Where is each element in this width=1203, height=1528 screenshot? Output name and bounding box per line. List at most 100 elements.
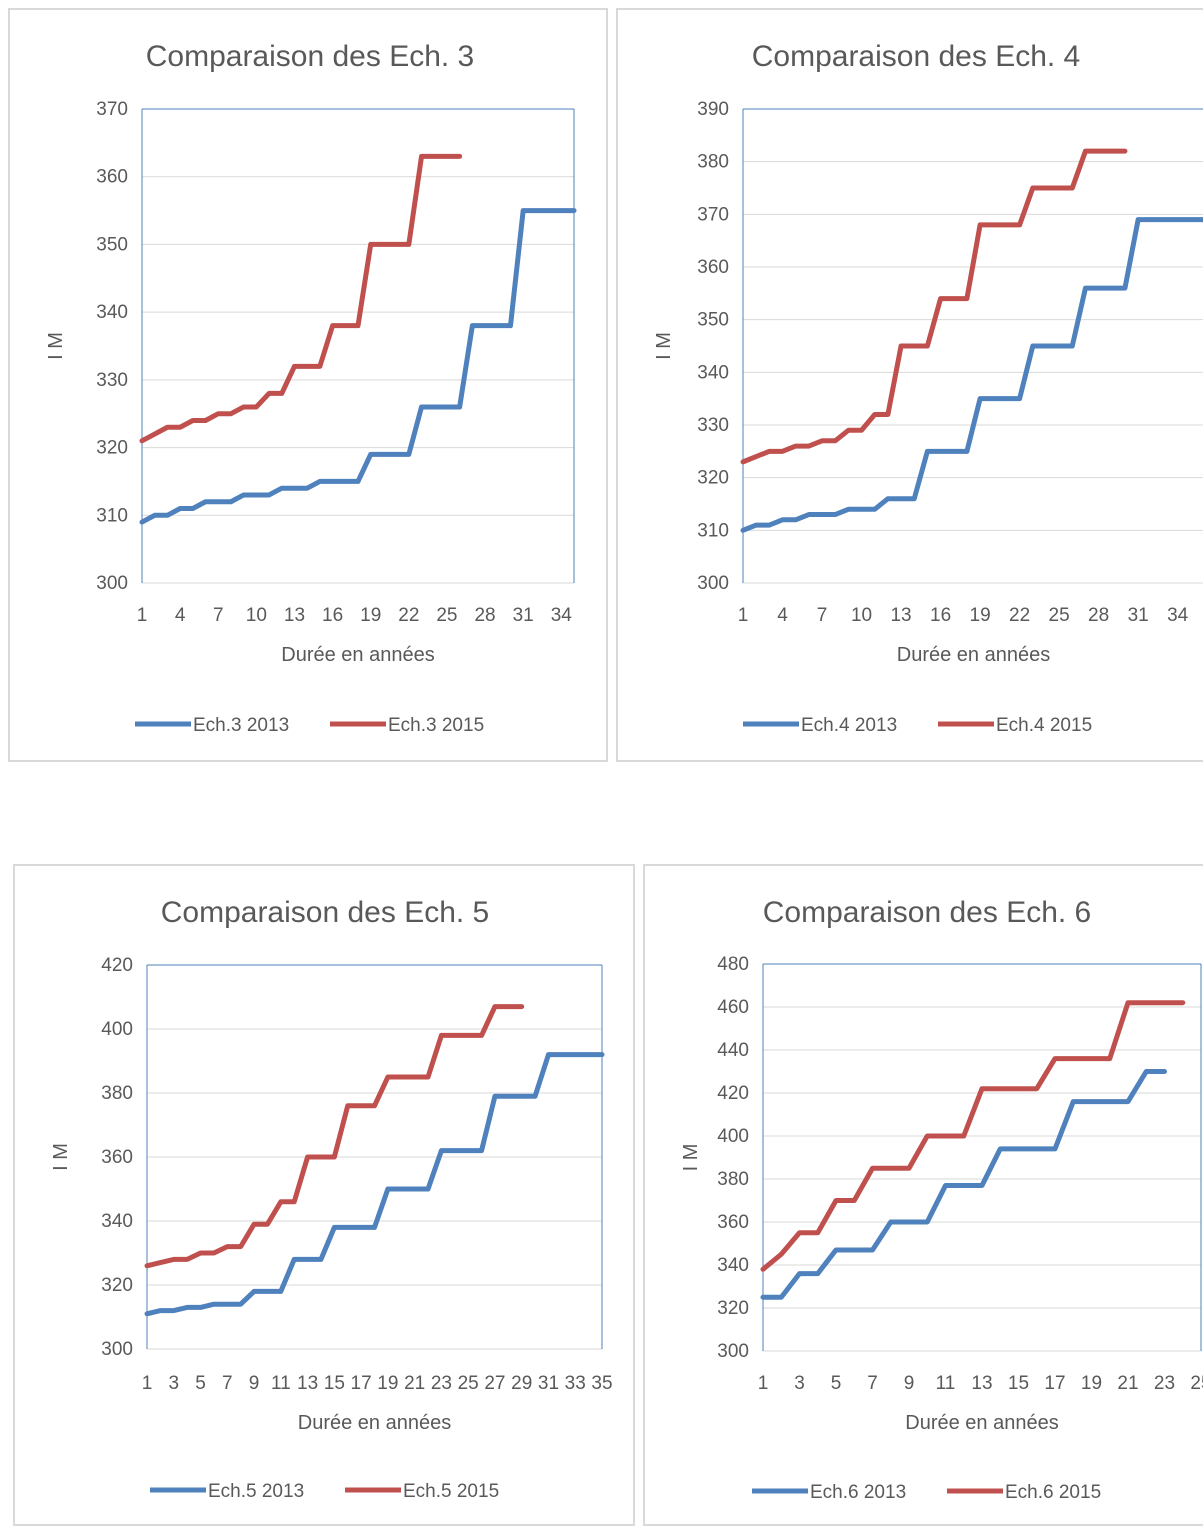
x-axis-title: Durée en années	[298, 1412, 451, 1434]
chart-title: Comparaison des Ech. 5	[161, 896, 490, 929]
x-tick-label: 22	[398, 605, 419, 626]
y-tick-label: 400	[717, 1126, 749, 1147]
y-tick-label: 460	[717, 997, 749, 1018]
chart-title: Comparaison des Ech. 3	[146, 40, 475, 73]
x-tick-label: 9	[249, 1373, 260, 1394]
y-tick-label: 300	[101, 1339, 133, 1360]
series-line-2013	[760, 1069, 1167, 1300]
x-tick-label: 19	[970, 605, 991, 626]
y-tick-label: 420	[101, 955, 133, 976]
x-tick-label: 33	[565, 1373, 586, 1394]
y-tick-label: 340	[717, 1255, 749, 1276]
x-tick-label: 28	[474, 605, 495, 626]
series-line-2015	[740, 148, 1128, 465]
x-tick-label: 1	[142, 1373, 153, 1394]
x-tick-label: 5	[831, 1373, 842, 1394]
x-tick-label: 11	[271, 1373, 291, 1394]
x-tick-label: 31	[1128, 605, 1149, 626]
y-tick-label: 320	[96, 438, 128, 459]
x-tick-label: 10	[851, 605, 872, 626]
x-tick-label: 5	[195, 1373, 206, 1394]
y-axis-title: I M	[680, 1144, 702, 1172]
y-tick-label: 310	[96, 505, 128, 526]
x-tick-label: 19	[377, 1373, 398, 1394]
x-tick-label: 9	[904, 1373, 915, 1394]
x-tick-label: 7	[222, 1373, 233, 1394]
y-tick-label: 390	[697, 99, 729, 120]
x-tick-label: 31	[513, 605, 534, 626]
x-tick-label: 3	[794, 1373, 805, 1394]
chart-ech4: Comparaison des Ech. 4 300 310 320 330 340 350…	[653, 40, 1203, 736]
y-tick-label: 300	[717, 1341, 749, 1362]
y-tick-label: 360	[697, 257, 729, 278]
legend-label: Ech.6 2015	[1005, 1482, 1101, 1503]
chart-title: Comparaison des Ech. 6	[763, 896, 1092, 929]
y-tick-label: 340	[101, 1211, 133, 1232]
chart-panel-ech5: Comparaison des Ech. 5 300 320 340 360 380 400…	[13, 864, 635, 1526]
y-tick-label: 370	[697, 204, 729, 225]
y-tick-label: 400	[101, 1019, 133, 1040]
y-tick-label: 420	[717, 1083, 749, 1104]
x-tick-label: 16	[930, 605, 951, 626]
x-tick-label: 28	[1088, 605, 1109, 626]
y-tick-label: 360	[717, 1212, 749, 1233]
legend-label: Ech.4 2013	[801, 715, 897, 736]
y-tick-label: 340	[697, 362, 729, 383]
legend-label: Ech.4 2015	[996, 715, 1092, 736]
y-tick-label: 360	[96, 167, 128, 188]
x-tick-label: 10	[246, 605, 267, 626]
x-tick-label: 23	[1154, 1373, 1175, 1394]
y-tick-label: 320	[717, 1298, 749, 1319]
x-tick-label: 11	[936, 1373, 956, 1394]
y-tick-label: 380	[697, 152, 729, 173]
x-tick-label: 27	[484, 1373, 505, 1394]
chart-panel-ech4: Comparaison des Ech. 4 300 310 320 330 340 350…	[616, 8, 1203, 762]
x-tick-label: 3	[168, 1373, 179, 1394]
chart-panel-ech3: Comparaison des Ech. 3 300 310 320 330 340 350…	[8, 8, 608, 762]
x-tick-label: 16	[322, 605, 343, 626]
legend-label: Ech.6 2013	[810, 1482, 906, 1503]
y-tick-label: 320	[697, 468, 729, 489]
y-tick-label: 380	[717, 1169, 749, 1190]
y-tick-label: 380	[101, 1083, 133, 1104]
x-axis-title: Durée en années	[281, 644, 434, 666]
x-tick-label: 31	[538, 1373, 559, 1394]
y-tick-label: 330	[697, 415, 729, 436]
y-tick-label: 360	[101, 1147, 133, 1168]
y-tick-label: 340	[96, 302, 128, 323]
x-tick-label: 15	[324, 1373, 345, 1394]
series-line-2015	[760, 1000, 1186, 1272]
x-tick-label: 22	[1009, 605, 1030, 626]
x-axis-title: Durée en années	[905, 1412, 1058, 1434]
series-line-2013	[139, 208, 577, 525]
y-tick-label: 310	[697, 520, 729, 541]
x-tick-label: 29	[511, 1373, 532, 1394]
y-tick-label: 440	[717, 1040, 749, 1061]
x-tick-label: 1	[137, 605, 148, 626]
x-tick-label: 17	[351, 1373, 372, 1394]
y-tick-label: 350	[697, 310, 729, 331]
x-tick-label: 19	[360, 605, 381, 626]
y-axis-title: I M	[653, 332, 675, 360]
x-tick-label: 19	[1081, 1373, 1102, 1394]
x-tick-label: 13	[284, 605, 305, 626]
x-tick-label: 4	[777, 605, 788, 626]
x-tick-label: 21	[1117, 1373, 1138, 1394]
x-axis-title: Durée en années	[897, 644, 1050, 666]
x-tick-label: 13	[890, 605, 911, 626]
x-tick-label: 21	[404, 1373, 425, 1394]
x-tick-label: 7	[817, 605, 828, 626]
chart-ech3: Comparaison des Ech. 3 300 310 320 330 340 350…	[45, 40, 577, 736]
y-tick-label: 350	[96, 234, 128, 255]
y-tick-label: 300	[96, 573, 128, 594]
y-tick-label: 370	[96, 99, 128, 120]
series-line-2013	[740, 217, 1203, 533]
series-line-2013	[144, 1052, 605, 1317]
x-tick-label: 34	[551, 605, 573, 626]
x-tick-label: 1	[758, 1373, 769, 1394]
chart-panel-ech6: Comparaison des Ech. 6 300 320 340 360 380 400…	[643, 864, 1203, 1526]
y-tick-label: 480	[717, 954, 749, 975]
x-tick-label: 25	[1190, 1373, 1203, 1394]
y-axis-title: I M	[50, 1143, 72, 1171]
x-tick-label: 13	[297, 1373, 318, 1394]
